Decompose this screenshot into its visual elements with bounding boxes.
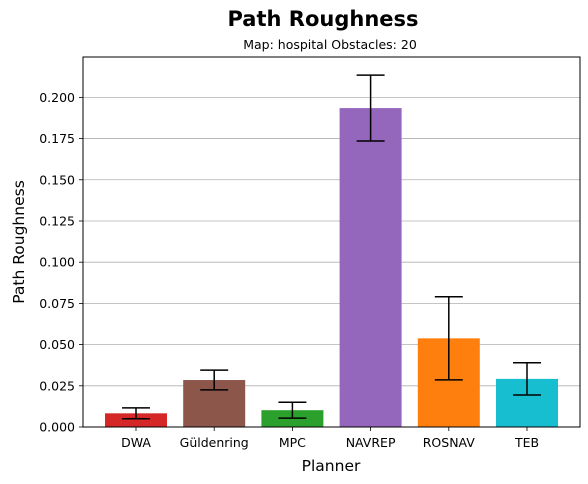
x-tick-label: NAVREP [346,435,396,450]
bar-dwa [105,413,167,427]
x-axis-label: Planner [302,457,361,475]
x-tick-label: Güldenring [180,435,249,450]
x-axis-ticks: DWA Güldenring MPC NAVREP ROSNAV TEB [121,427,539,450]
y-tick-label: 0.075 [39,296,75,311]
y-tick-label: 0.100 [39,255,75,270]
x-tick-label: ROSNAV [423,435,476,450]
y-tick-label: 0.025 [39,378,75,393]
plot-frame [82,56,581,428]
chart-title: Path Roughness [227,7,418,31]
y-tick-label: 0.000 [39,420,75,435]
y-axis-ticks: 0.000 0.025 0.050 0.075 0.100 0.125 0.150 0.175… [39,90,83,435]
y-tick-label: 0.150 [39,172,75,187]
chart-subtitle: Map: hospital Obstacles: 20 [243,37,417,52]
y-tick-label: 0.175 [39,131,75,146]
y-tick-label: 0.200 [39,90,75,105]
bars [105,108,558,428]
x-tick-label: TEB [514,435,539,450]
error-bars [122,74,541,420]
gridlines [83,96,580,387]
y-axis-label: Path Roughness [10,180,28,304]
y-tick-label: 0.125 [39,213,75,228]
y-tick-label: 0.050 [39,337,75,352]
bar-navrep [339,108,402,428]
x-tick-label: DWA [121,435,151,450]
x-tick-label: MPC [279,435,306,450]
